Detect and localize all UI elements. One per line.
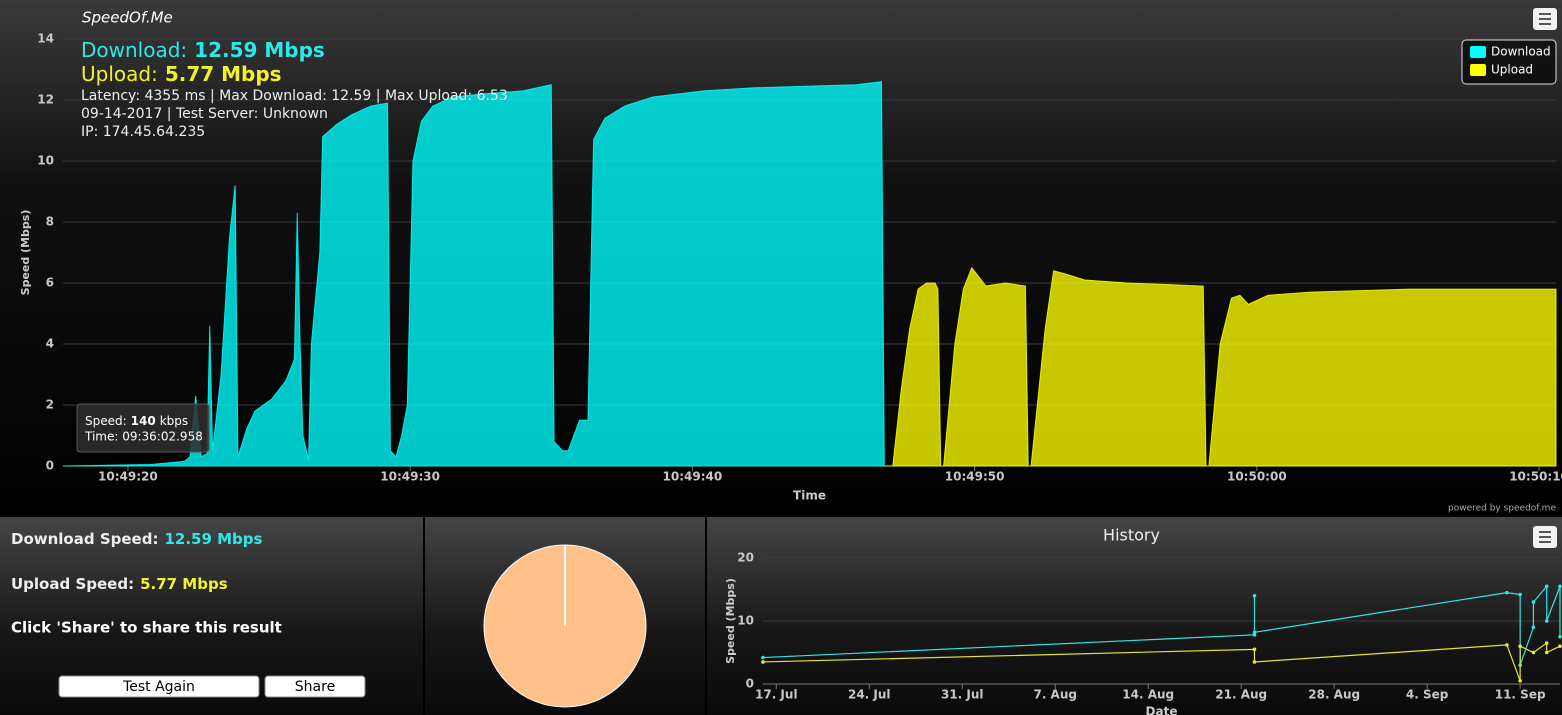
area	[884, 266, 1557, 467]
x-tick-label: 24. Jul	[848, 688, 891, 702]
share-button[interactable]: Share	[264, 675, 366, 698]
pie	[483, 544, 647, 708]
legend-swatch	[1470, 64, 1486, 76]
value: 5.77 Mbps	[165, 62, 282, 86]
label: Download Speed:	[11, 530, 158, 548]
download-summary: Download: 12.59 Mbps	[81, 38, 325, 62]
unit: kbps	[160, 414, 188, 428]
legend-label: Download	[1491, 45, 1551, 59]
x-tick-label: 14. Aug	[1122, 688, 1174, 702]
value: 140	[131, 414, 156, 428]
detail-line: 09-14-2017 | Test Server: Unknown	[81, 106, 328, 122]
share-note: Click 'Share' to share this result	[11, 619, 282, 637]
legend-label: Upload	[1491, 63, 1533, 77]
x-tick-label: 4. Sep	[1406, 688, 1449, 702]
point	[1252, 630, 1257, 635]
button-label: Share	[295, 679, 335, 695]
x-tick-label: 21. Aug	[1215, 688, 1267, 702]
point	[1518, 679, 1522, 683]
point	[1558, 634, 1562, 639]
history-chart: 0 10 20 17. Jul 24. Jul 31. Jul 7. Aug 14. Aug 2…	[724, 526, 1562, 715]
x-tick-label: 10:50:00	[1227, 470, 1287, 484]
point	[1558, 644, 1562, 648]
value: 5.77 Mbps	[140, 575, 228, 593]
x-axis-title: Time	[793, 489, 826, 503]
point	[1518, 592, 1522, 597]
menu-button[interactable]	[1533, 8, 1557, 30]
value: 12.59 Mbps	[194, 38, 325, 62]
brand: SpeedOf.Me	[82, 9, 173, 27]
point	[1505, 643, 1509, 647]
x-tick-label: 10:49:30	[380, 470, 440, 484]
point	[1531, 650, 1536, 655]
x-tick-label: 7. Aug	[1033, 688, 1077, 702]
point	[1544, 641, 1549, 645]
x-tick-label: 31. Jul	[941, 688, 984, 702]
result-download: Download Speed: 12.59 Mbps	[11, 530, 263, 548]
y-tick-label: 2	[46, 398, 54, 412]
x-tick-label: 11. Sep	[1495, 688, 1546, 702]
history-panel	[707, 517, 1562, 715]
point	[1518, 644, 1522, 648]
legend-swatch	[1470, 46, 1486, 58]
x-tick-label: 10:50:10	[1509, 470, 1562, 484]
point	[761, 660, 765, 664]
label: Upload:	[81, 62, 158, 86]
line	[762, 641, 1561, 682]
credit: powered by speedof.me	[1448, 504, 1556, 514]
label: Download:	[81, 38, 187, 62]
point	[1252, 660, 1257, 664]
x-axis-title: Date	[1146, 705, 1178, 715]
y-tick-label: 20	[737, 551, 754, 565]
y-tick-label: 12	[37, 93, 54, 107]
upload-summary: Upload: 5.77 Mbps	[81, 62, 282, 86]
y-tick-label: 0	[46, 459, 54, 473]
value: 12.59 Mbps	[164, 530, 262, 548]
x-tick-label: 28. Aug	[1308, 688, 1360, 702]
speed-chart: 0 2 4 6 8 10 12 14 10:49:20 10:49:30 10:49:40 10:49…	[19, 32, 1562, 503]
x-tick-label: 10:49:40	[663, 470, 723, 484]
point	[1252, 647, 1257, 652]
point	[1531, 600, 1536, 604]
y-axis-title: Speed (Mbps)	[724, 578, 737, 664]
detail-line: IP: 174.45.64.235	[81, 124, 205, 140]
x-tick-label: 17. Jul	[755, 688, 798, 702]
tooltip: Speed: 140 kbps Time: 09:36:02.958	[76, 403, 210, 453]
point	[1544, 619, 1549, 623]
area	[62, 81, 885, 467]
point	[1252, 594, 1257, 598]
point	[1505, 590, 1509, 595]
menu-button[interactable]	[1533, 526, 1557, 548]
chart-title: History	[1103, 526, 1160, 545]
result-upload: Upload Speed: 5.77 Mbps	[11, 575, 228, 593]
y-axis-title: Speed (Mbps)	[19, 210, 32, 296]
y-tick-label: 10	[737, 614, 754, 628]
y-tick-label: 10	[37, 154, 54, 168]
y-tick-label: 14	[37, 32, 54, 46]
x-tick-label: 10:49:50	[945, 470, 1005, 484]
label: Upload Speed:	[11, 575, 134, 593]
time: Time: 09:36:02.958	[84, 430, 203, 444]
x-tick-label: 10:49:20	[98, 470, 158, 484]
label: Speed:	[85, 414, 127, 428]
point	[1252, 633, 1257, 637]
y-tick-label: 0	[746, 677, 754, 691]
point	[1544, 584, 1549, 589]
point	[1531, 625, 1536, 630]
detail-line: Latency: 4355 ms | Max Download: 12.59 |…	[81, 88, 508, 104]
y-tick-label: 4	[46, 337, 54, 351]
point	[761, 655, 765, 660]
point	[1544, 650, 1549, 655]
button-label: Test Again	[122, 679, 195, 695]
test-again-button[interactable]: Test Again	[58, 675, 260, 698]
point	[1558, 584, 1562, 589]
y-tick-label: 8	[46, 215, 54, 229]
y-tick-label: 6	[46, 276, 54, 290]
